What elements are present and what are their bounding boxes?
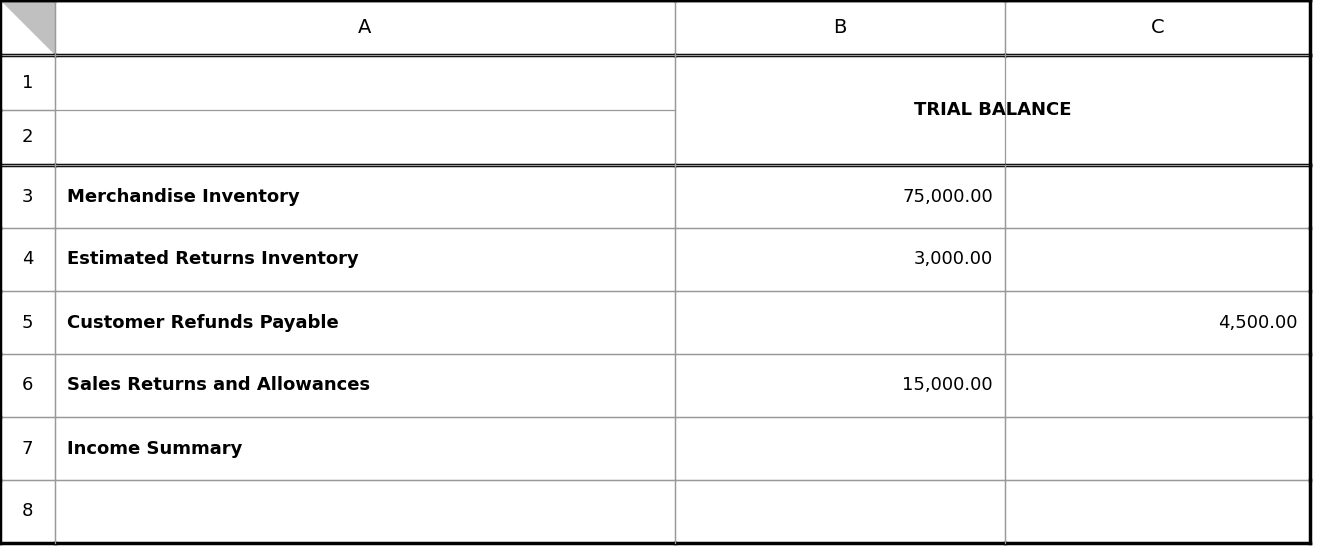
Bar — [0, 291, 56, 354]
Polygon shape — [0, 0, 56, 55]
Text: 4,500.00: 4,500.00 — [1219, 314, 1298, 332]
Text: 3: 3 — [21, 188, 33, 206]
Text: A: A — [358, 18, 372, 37]
Bar — [674, 354, 1004, 417]
Text: Customer Refunds Payable: Customer Refunds Payable — [68, 314, 339, 332]
Text: 2: 2 — [21, 128, 33, 147]
Text: 8: 8 — [21, 502, 33, 520]
Bar — [0, 228, 56, 291]
Bar — [56, 0, 674, 55]
Bar — [674, 55, 1310, 165]
Bar — [0, 354, 56, 417]
Text: 5: 5 — [21, 314, 33, 332]
Bar — [56, 417, 674, 480]
Text: 15,000.00: 15,000.00 — [902, 376, 992, 394]
Bar — [0, 0, 56, 55]
Bar — [674, 228, 1004, 291]
Bar — [1004, 165, 1310, 228]
Text: 7: 7 — [21, 440, 33, 458]
Text: Income Summary: Income Summary — [68, 440, 242, 458]
Text: C: C — [1150, 18, 1165, 37]
Bar — [1004, 291, 1310, 354]
Text: Merchandise Inventory: Merchandise Inventory — [68, 188, 299, 206]
Text: B: B — [833, 18, 847, 37]
Bar — [0, 417, 56, 480]
Bar — [674, 480, 1004, 543]
Bar — [674, 417, 1004, 480]
Bar — [1004, 228, 1310, 291]
Bar — [0, 165, 56, 228]
Text: 4: 4 — [21, 250, 33, 268]
Text: Estimated Returns Inventory: Estimated Returns Inventory — [68, 250, 359, 268]
Bar — [1004, 354, 1310, 417]
Text: TRIAL BALANCE: TRIAL BALANCE — [914, 101, 1071, 119]
Bar — [1004, 480, 1310, 543]
Bar — [674, 0, 1004, 55]
Bar — [56, 165, 674, 228]
Bar — [56, 55, 674, 165]
Text: Sales Returns and Allowances: Sales Returns and Allowances — [68, 376, 370, 394]
Text: 75,000.00: 75,000.00 — [902, 188, 992, 206]
Bar — [0, 55, 56, 110]
Bar — [1004, 417, 1310, 480]
Bar — [0, 480, 56, 543]
Bar — [56, 480, 674, 543]
Bar — [56, 228, 674, 291]
Text: 3,000.00: 3,000.00 — [914, 250, 992, 268]
Bar — [56, 354, 674, 417]
Bar — [674, 291, 1004, 354]
Bar — [0, 110, 56, 165]
Bar — [56, 291, 674, 354]
Bar — [1004, 0, 1310, 55]
Text: 1: 1 — [21, 73, 33, 91]
Bar — [674, 165, 1004, 228]
Text: 6: 6 — [21, 376, 33, 394]
